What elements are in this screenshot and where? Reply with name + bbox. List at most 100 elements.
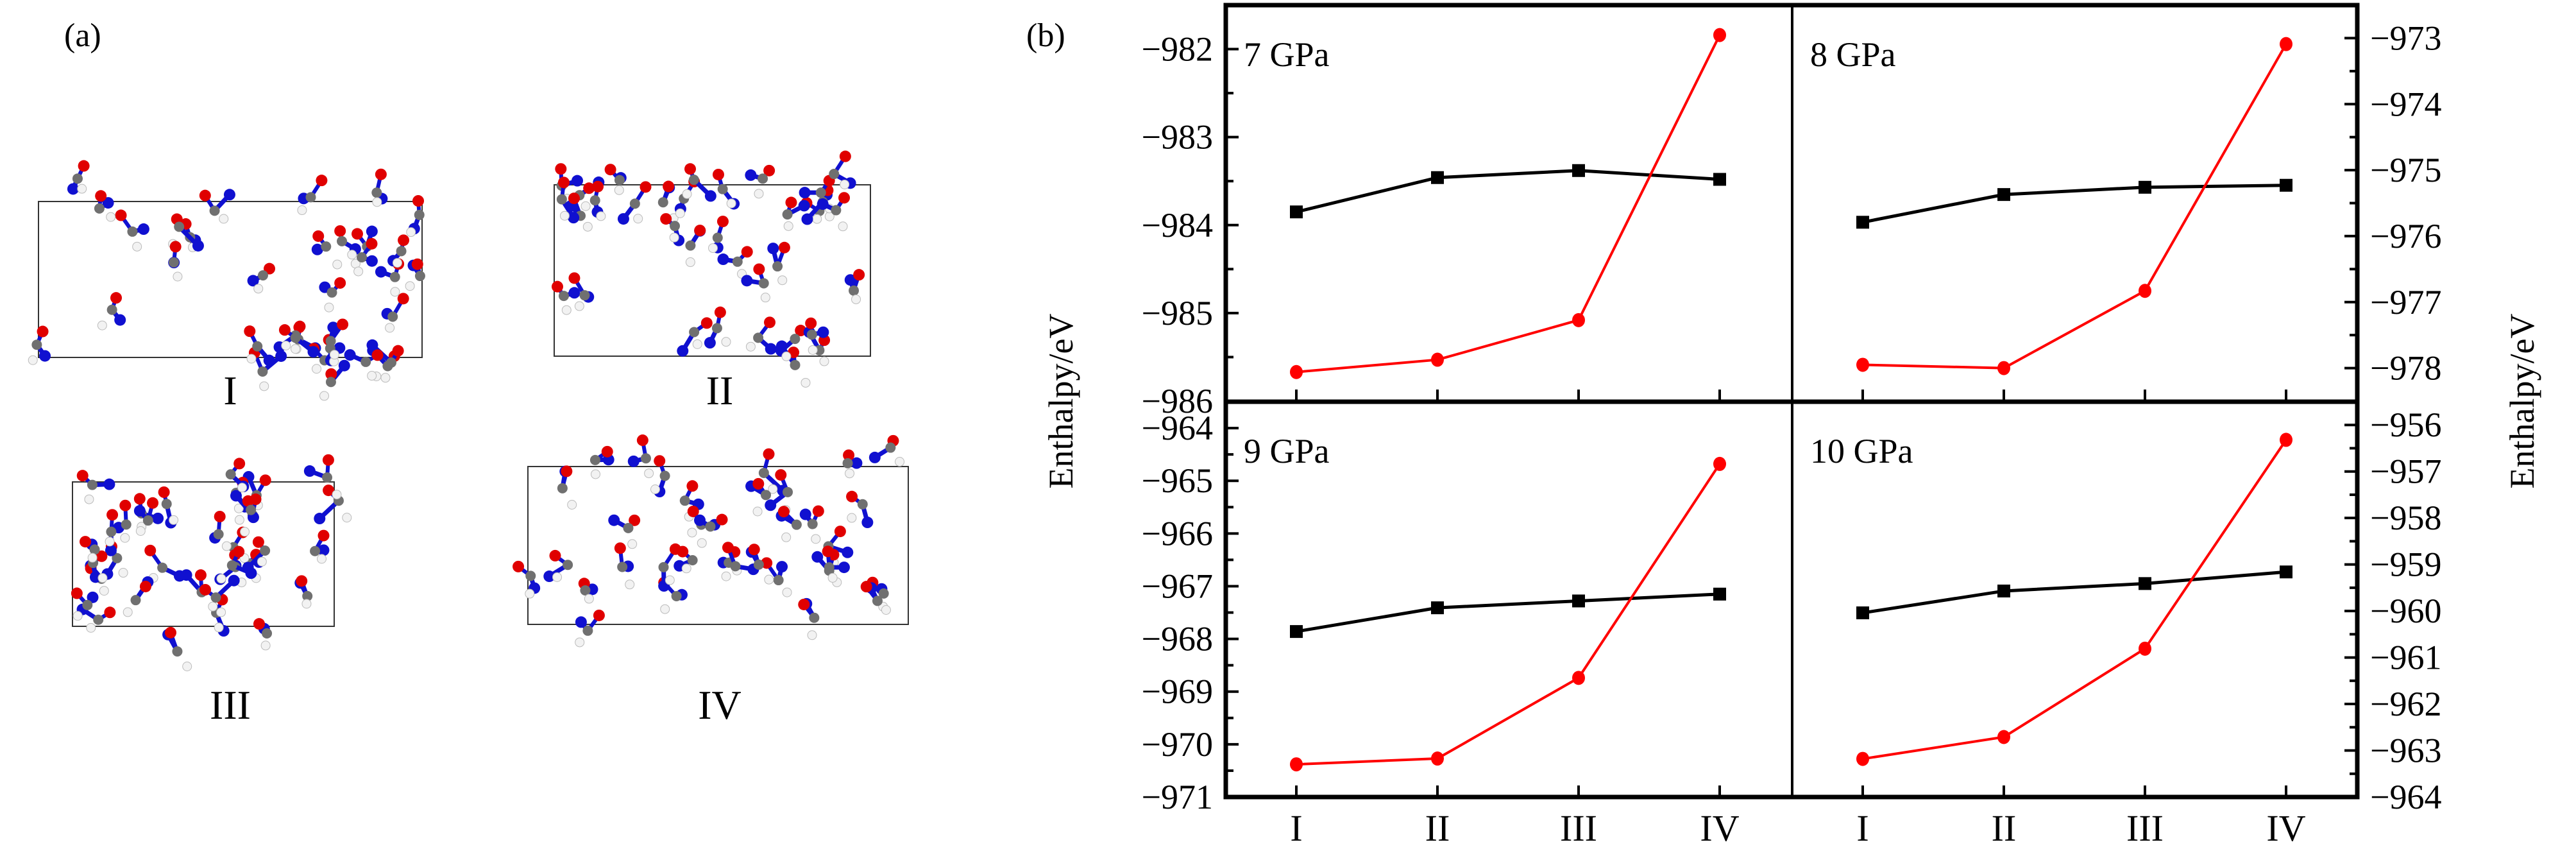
hydrogen-atom [132, 241, 142, 252]
oxygen-atom [334, 277, 346, 289]
oxygen-atom [716, 216, 729, 228]
hydrogen-atom [525, 588, 535, 599]
oxygen-atom [640, 181, 652, 193]
hydrogen-atom [123, 607, 133, 617]
oxygen-atom [860, 581, 872, 593]
hydrogen-atom [777, 275, 788, 286]
hydrogen-atom [301, 599, 312, 609]
hydrogen-atom [575, 637, 585, 647]
y-tick-label: −965 [1142, 461, 1213, 500]
oxygen-atom [293, 322, 305, 334]
hydrogen-atom [574, 301, 584, 311]
hydrogen-atom [812, 214, 822, 224]
nitrogen-atom [572, 175, 584, 187]
nitrogen-atom [745, 169, 757, 181]
carbon-atom [326, 287, 337, 298]
nitrogen-atom [543, 570, 555, 583]
oxygen-atom [252, 536, 264, 548]
nitrogen-atom [798, 200, 810, 212]
oxygen-atom [233, 458, 246, 470]
circle-marker [1572, 671, 1585, 685]
hydrogen-atom [721, 337, 731, 347]
carbon-atom [872, 596, 883, 606]
hydrogen-atom [120, 533, 130, 543]
unit-cell-box [554, 184, 871, 357]
carbon-atom [93, 614, 104, 625]
nitrogen-atom [717, 253, 729, 266]
carbon-atom [878, 588, 889, 599]
oxygen-atom [763, 316, 775, 329]
y-tick-label: −964 [2370, 778, 2441, 816]
oxygen-atom [71, 587, 83, 599]
oxygen-atom [104, 606, 116, 619]
carbon-atom [687, 554, 698, 565]
hydrogen-atom [745, 341, 756, 352]
oxygen-atom [95, 190, 107, 202]
carbon-atom [321, 241, 332, 252]
black-series-line [1862, 184, 2287, 224]
structure-label-ii: II [706, 368, 734, 413]
hydrogen-atom [406, 227, 416, 237]
oxygen-atom [748, 544, 760, 556]
circle-marker [2280, 37, 2292, 51]
nitrogen-atom [311, 243, 323, 255]
nitrogen-atom [375, 266, 387, 278]
oxygen-atom [411, 258, 423, 270]
carbon-atom [717, 184, 728, 194]
carbon-atom [614, 175, 625, 185]
hydrogen-atom [559, 210, 570, 221]
carbon-atom [31, 339, 42, 350]
x-tick-label: IV [1700, 807, 1739, 849]
oxygen-atom [686, 480, 699, 492]
unit-cell-box [72, 481, 335, 627]
hydrogen-atom [216, 574, 226, 584]
hydrogen-atom [233, 503, 244, 513]
circle-marker [1856, 357, 1869, 372]
crystal-structure [28, 160, 425, 401]
square-marker [1431, 601, 1444, 615]
x-tick-label: II [1425, 807, 1450, 849]
carbon-atom [94, 203, 105, 214]
carbon-atom [414, 209, 425, 220]
oxygen-atom [312, 230, 325, 242]
oxygen-atom [110, 292, 123, 304]
carbon-atom [87, 479, 97, 490]
circle-marker [1713, 456, 1726, 471]
oxygen-atom [583, 182, 595, 194]
hydrogen-atom [97, 320, 107, 330]
square-marker [1572, 164, 1585, 177]
hydrogen-atom [881, 605, 891, 615]
carbon-atom [688, 175, 699, 185]
nitrogen-atom [869, 451, 881, 463]
oxygen-atom [846, 490, 858, 502]
carbon-atom [730, 561, 741, 572]
y-tick-label: −970 [1142, 725, 1213, 764]
hydrogen-atom [259, 381, 269, 391]
nitrogen-atom [137, 223, 149, 236]
hydrogen-atom [392, 258, 402, 268]
oxygen-atom [253, 618, 265, 630]
nitrogen-atom [568, 287, 580, 299]
nitrogen-atom [741, 275, 753, 287]
nitrogen-atom [102, 197, 114, 209]
oxygen-atom [296, 575, 308, 587]
hydrogen-atom [281, 340, 291, 350]
carbon-atom [829, 169, 840, 180]
nitrogen-atom [765, 343, 777, 355]
carbon-atom [558, 291, 569, 302]
carbon-atom [758, 278, 769, 289]
y-tick-label: −986 [1142, 382, 1213, 420]
nitrogen-atom [39, 350, 51, 362]
hydrogen-atom [681, 563, 691, 574]
nitrogen-atom [767, 243, 779, 255]
oxygen-atom [322, 454, 334, 466]
carbon-atom [617, 562, 628, 572]
oxygen-atom [843, 449, 855, 461]
circle-marker [1997, 361, 2010, 375]
carbon-atom [389, 271, 400, 282]
oxygen-atom [316, 175, 328, 187]
circle-marker [1997, 730, 2010, 744]
crystal-structure [513, 434, 909, 647]
